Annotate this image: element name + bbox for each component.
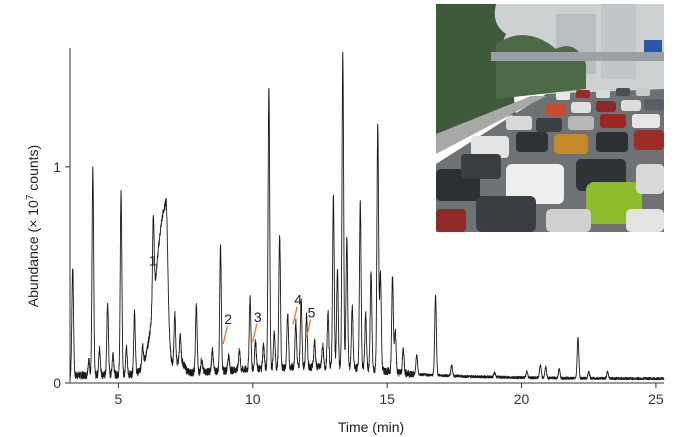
photo-sign xyxy=(644,40,662,52)
peak-leader-line xyxy=(305,319,312,338)
y-axis-title: Abundance (× 107 counts) xyxy=(25,145,41,307)
traffic-photo xyxy=(436,4,664,232)
peak-leader-line xyxy=(252,323,258,343)
x-tick-label: 25 xyxy=(648,391,664,407)
peak-annotations: 1 2 3 45 xyxy=(149,252,316,345)
y-axis-title-suffix: counts) xyxy=(25,145,41,195)
peak-label: 1 xyxy=(149,252,157,268)
peak-label: 5 xyxy=(308,305,316,321)
photo-trees xyxy=(496,35,586,99)
peak-label: 2 xyxy=(224,311,232,327)
y-tick-label: 1 xyxy=(53,159,61,175)
photo-median xyxy=(436,96,546,154)
x-tick-label: 15 xyxy=(379,391,395,407)
x-axis-title: Time (min) xyxy=(338,419,404,435)
photo-trees xyxy=(436,4,516,134)
y-axis-title-main: Abundance (× 10 xyxy=(25,200,41,307)
photo-overpass xyxy=(491,52,664,61)
peak-leader-line xyxy=(222,325,228,345)
peak-label: 4 xyxy=(294,292,302,308)
y-tick-label: 0 xyxy=(53,375,61,391)
y-axis-title-exponent: 7 xyxy=(25,194,36,200)
peak-leader-line xyxy=(292,306,298,325)
photo-cars xyxy=(436,88,664,232)
peak-label: 3 xyxy=(254,309,262,325)
x-tick-label: 5 xyxy=(114,391,122,407)
chromatogram-trace xyxy=(69,51,665,381)
plot-area xyxy=(69,51,665,381)
photo-buildings xyxy=(601,4,636,79)
traffic-photo-image xyxy=(436,4,664,232)
x-tick-label: 20 xyxy=(514,391,530,407)
x-tick-label: 10 xyxy=(245,391,261,407)
